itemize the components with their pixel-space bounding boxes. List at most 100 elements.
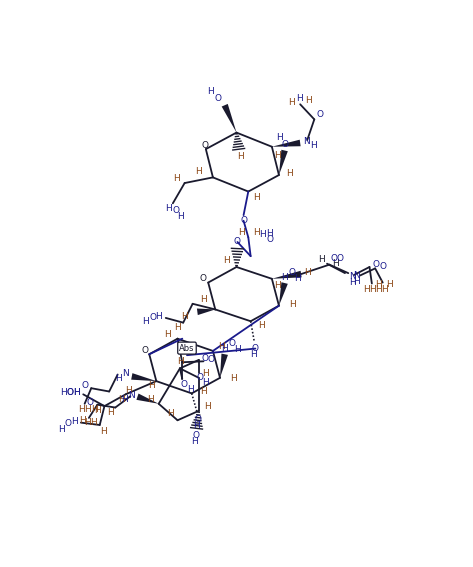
Text: H: H xyxy=(167,409,174,418)
Text: H: H xyxy=(223,256,229,265)
Text: H: H xyxy=(274,281,281,290)
Text: O: O xyxy=(330,253,337,263)
Text: O: O xyxy=(65,419,71,428)
Text: H: H xyxy=(230,374,236,383)
Text: H: H xyxy=(310,141,317,150)
Text: H: H xyxy=(381,285,388,294)
Text: H: H xyxy=(318,255,325,264)
Text: H: H xyxy=(79,416,86,425)
Text: H: H xyxy=(289,98,295,107)
Polygon shape xyxy=(222,104,236,133)
Text: N: N xyxy=(350,272,356,281)
Text: O: O xyxy=(289,268,296,277)
Text: H: H xyxy=(148,382,155,390)
Text: H: H xyxy=(155,311,162,320)
Text: H: H xyxy=(71,417,78,426)
Polygon shape xyxy=(279,282,288,306)
Text: H: H xyxy=(125,386,131,395)
Text: H: H xyxy=(221,344,228,353)
Text: H: H xyxy=(296,94,303,103)
Text: H: H xyxy=(187,385,194,394)
Text: O: O xyxy=(67,388,73,397)
Polygon shape xyxy=(279,150,288,175)
Text: H: H xyxy=(250,350,256,359)
Text: O: O xyxy=(195,415,202,424)
Text: H: H xyxy=(173,174,180,183)
Text: H: H xyxy=(254,193,260,202)
Text: H: H xyxy=(349,278,355,287)
Text: O: O xyxy=(316,110,324,119)
Text: H: H xyxy=(181,312,188,321)
Text: H: H xyxy=(200,387,207,396)
Text: H: H xyxy=(177,212,184,221)
Text: O: O xyxy=(281,140,288,149)
Text: O: O xyxy=(201,353,209,362)
Text: O: O xyxy=(81,382,88,390)
Text: H: H xyxy=(174,323,181,332)
Text: O: O xyxy=(193,431,200,440)
Text: H: H xyxy=(94,407,101,416)
Text: Abs: Abs xyxy=(179,344,195,353)
Text: H: H xyxy=(164,331,171,340)
Text: H: H xyxy=(85,405,91,414)
Text: H: H xyxy=(165,204,172,213)
Text: N: N xyxy=(303,137,310,146)
Text: O: O xyxy=(379,261,386,270)
Text: H: H xyxy=(119,395,125,404)
Text: H: H xyxy=(195,167,202,176)
Text: H: H xyxy=(147,396,154,404)
Text: H: H xyxy=(91,405,97,414)
Text: O: O xyxy=(201,141,209,150)
Polygon shape xyxy=(136,393,158,404)
Text: H: H xyxy=(238,228,245,237)
Text: H: H xyxy=(122,396,128,404)
Text: N: N xyxy=(353,271,359,280)
Text: H: H xyxy=(289,300,296,309)
Text: H: H xyxy=(363,285,369,294)
Text: H: H xyxy=(204,401,210,411)
Text: O: O xyxy=(266,235,273,244)
Text: O: O xyxy=(207,356,214,365)
Text: H: H xyxy=(100,426,106,435)
Text: H: H xyxy=(85,418,91,427)
Text: H: H xyxy=(202,378,209,387)
Text: H: H xyxy=(73,388,80,397)
Text: H: H xyxy=(200,295,207,303)
Text: O: O xyxy=(234,238,241,247)
Polygon shape xyxy=(272,139,301,147)
Text: H: H xyxy=(286,169,293,178)
Text: O: O xyxy=(199,274,206,284)
Text: H: H xyxy=(237,151,244,160)
Text: O: O xyxy=(173,206,180,215)
Polygon shape xyxy=(197,308,215,315)
Text: H: H xyxy=(90,418,97,427)
Text: H: H xyxy=(193,421,200,430)
Text: H: H xyxy=(79,405,85,414)
Text: H: H xyxy=(376,285,382,294)
Text: O: O xyxy=(149,314,156,323)
Text: H: H xyxy=(294,274,301,284)
Text: H: H xyxy=(73,388,79,397)
Text: O: O xyxy=(196,373,203,382)
Text: H: H xyxy=(274,151,281,160)
Text: H: H xyxy=(353,277,359,286)
Text: H: H xyxy=(207,87,214,96)
Text: H: H xyxy=(277,133,283,142)
Text: H: H xyxy=(281,273,288,282)
Text: O: O xyxy=(240,216,247,225)
Text: H: H xyxy=(142,317,149,325)
Text: H: H xyxy=(332,259,339,268)
Text: H: H xyxy=(115,374,122,383)
Text: H: H xyxy=(305,96,312,105)
Text: H: H xyxy=(259,230,266,239)
Text: H: H xyxy=(386,281,393,289)
Text: H: H xyxy=(369,285,376,294)
Text: H: H xyxy=(304,268,311,277)
Text: H: H xyxy=(258,320,264,329)
Text: O: O xyxy=(180,380,187,390)
Polygon shape xyxy=(131,373,156,381)
Text: O: O xyxy=(372,260,379,269)
Text: H: H xyxy=(235,345,241,354)
Text: H: H xyxy=(376,280,382,289)
Polygon shape xyxy=(272,271,302,279)
